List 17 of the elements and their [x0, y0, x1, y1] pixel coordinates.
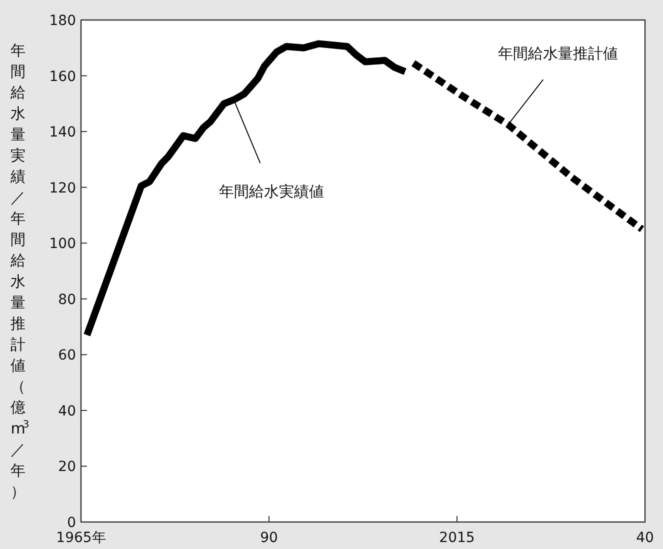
y-tick-label: 140: [49, 124, 76, 141]
y-tick-label: 0: [67, 515, 76, 531]
annotation: 年間給水実績値: [219, 182, 324, 200]
x-tick-label: 1965年: [56, 530, 106, 546]
y-tick-label: 60: [58, 348, 76, 364]
text: 年間給水量実績／年間給水量推計値（億m$^{3}$／年）: [10, 42, 30, 500]
annotation: 年間給水量推計値: [498, 44, 618, 63]
y-tick-label: 120: [49, 180, 76, 196]
y-tick-label: 180: [49, 13, 76, 29]
y-tick-label: 160: [49, 68, 76, 85]
y-tick-label: 40: [58, 403, 76, 420]
x-tick-label: 90: [260, 530, 278, 546]
x-tick-label: 2015: [439, 530, 475, 546]
x-tick-label: 40: [636, 530, 654, 546]
y-tick-label: 100: [49, 236, 76, 252]
y-tick-label: 80: [58, 292, 76, 308]
y-tick-label: 20: [58, 459, 76, 476]
